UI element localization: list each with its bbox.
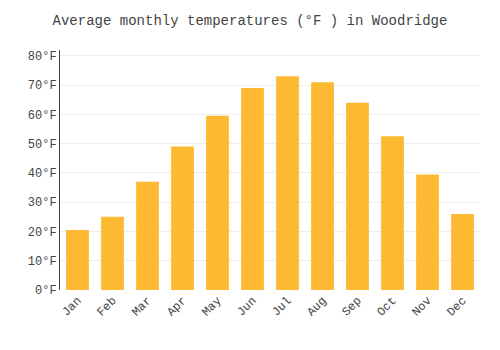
svg-text:60°F: 60°F [28,109,57,123]
svg-text:Average monthly temperatures (: Average monthly temperatures (°F ) in Wo… [53,13,448,29]
svg-text:20°F: 20°F [28,226,57,240]
svg-text:80°F: 80°F [28,50,57,64]
svg-text:50°F: 50°F [28,138,57,152]
svg-text:Jan: Jan [59,294,84,319]
svg-text:Dec: Dec [444,294,469,319]
svg-text:Aug: Aug [304,294,329,319]
svg-text:70°F: 70°F [28,79,57,93]
svg-text:Apr: Apr [164,294,189,319]
svg-text:Oct: Oct [374,294,399,319]
svg-text:Jun: Jun [234,294,259,319]
svg-text:May: May [199,294,224,319]
svg-text:Mar: Mar [129,294,154,319]
svg-text:40°F: 40°F [28,167,57,181]
svg-text:Feb: Feb [94,294,119,319]
svg-text:Jul: Jul [269,294,294,319]
svg-text:30°F: 30°F [28,196,57,210]
svg-text:Sep: Sep [339,294,364,319]
svg-text:0°F: 0°F [35,284,57,298]
svg-text:Nov: Nov [409,294,434,319]
svg-text:10°F: 10°F [28,255,57,269]
